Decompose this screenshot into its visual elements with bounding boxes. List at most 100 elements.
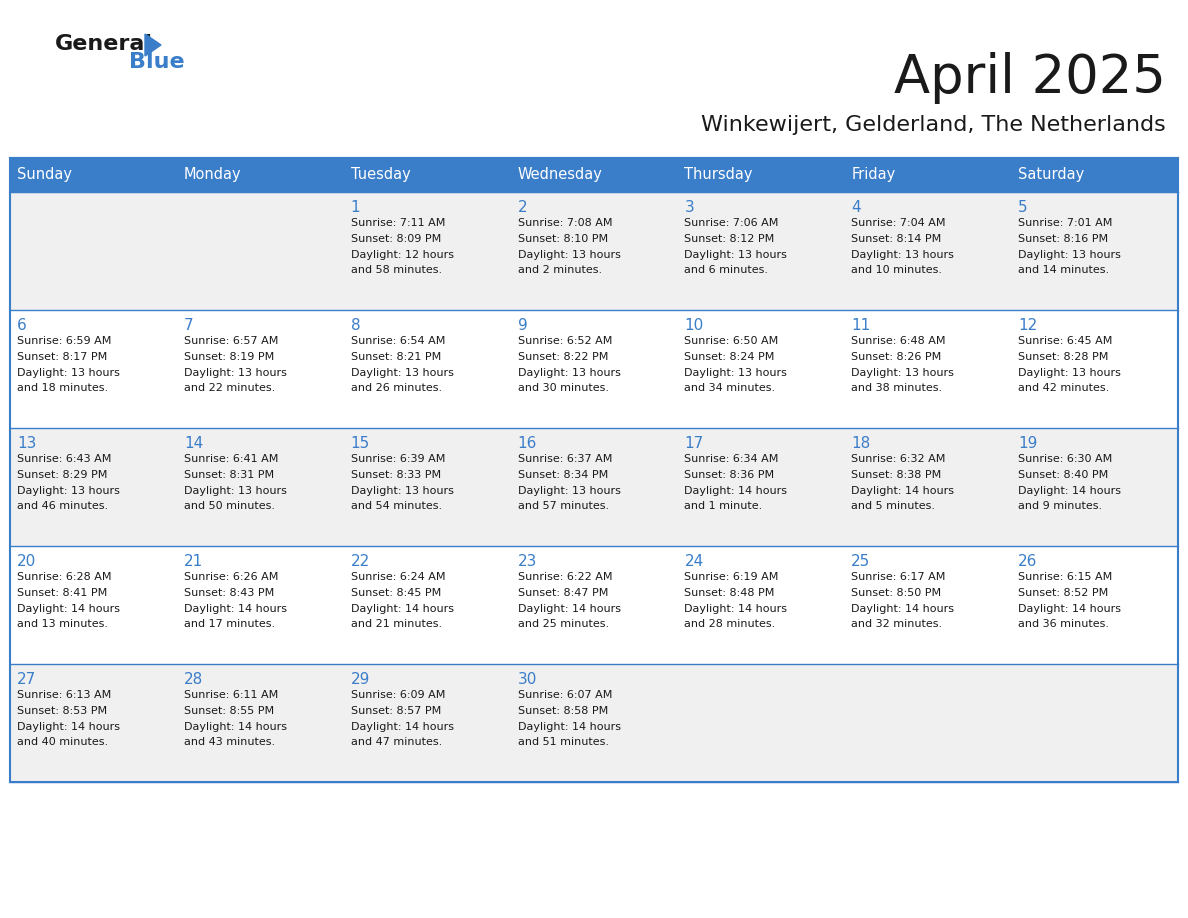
Text: Sunrise: 6:59 AM: Sunrise: 6:59 AM [17, 336, 112, 346]
Text: 30: 30 [518, 672, 537, 687]
Bar [511, 546, 677, 664]
Text: Daylight: 14 hours: Daylight: 14 hours [184, 604, 286, 614]
Text: and 22 minutes.: and 22 minutes. [184, 383, 276, 393]
Bar [845, 428, 1011, 546]
Text: Daylight: 13 hours: Daylight: 13 hours [518, 368, 620, 378]
Text: Sunrise: 6:39 AM: Sunrise: 6:39 AM [350, 454, 446, 464]
Text: 5: 5 [1018, 200, 1028, 215]
Text: Friday: Friday [852, 167, 896, 183]
Text: and 14 minutes.: and 14 minutes. [1018, 265, 1110, 275]
Text: Daylight: 13 hours: Daylight: 13 hours [17, 486, 120, 496]
Text: 18: 18 [852, 436, 871, 451]
Text: Sunrise: 6:13 AM: Sunrise: 6:13 AM [17, 690, 112, 700]
Text: Daylight: 14 hours: Daylight: 14 hours [518, 604, 620, 614]
Text: 21: 21 [184, 554, 203, 569]
Text: and 18 minutes.: and 18 minutes. [17, 383, 108, 393]
Bar [677, 310, 845, 428]
Text: 29: 29 [350, 672, 371, 687]
Text: Daylight: 14 hours: Daylight: 14 hours [1018, 604, 1121, 614]
Text: 9: 9 [518, 318, 527, 333]
Bar [1011, 546, 1178, 664]
Text: Sunset: 8:19 PM: Sunset: 8:19 PM [184, 352, 274, 362]
Text: Daylight: 13 hours: Daylight: 13 hours [684, 250, 788, 260]
Text: 27: 27 [17, 672, 37, 687]
Bar [677, 546, 845, 664]
Text: April 2025: April 2025 [895, 52, 1165, 104]
Text: Monday: Monday [184, 167, 241, 183]
Bar [10, 664, 177, 782]
Text: Sunset: 8:40 PM: Sunset: 8:40 PM [1018, 470, 1108, 480]
Text: Daylight: 14 hours: Daylight: 14 hours [852, 486, 954, 496]
Text: 19: 19 [1018, 436, 1037, 451]
Text: Sunset: 8:38 PM: Sunset: 8:38 PM [852, 470, 942, 480]
Bar [177, 192, 343, 310]
Text: Sunset: 8:14 PM: Sunset: 8:14 PM [852, 234, 942, 244]
Text: and 57 minutes.: and 57 minutes. [518, 501, 608, 511]
Text: Daylight: 14 hours: Daylight: 14 hours [518, 722, 620, 732]
Text: Daylight: 14 hours: Daylight: 14 hours [684, 486, 788, 496]
Bar [511, 428, 677, 546]
Text: Sunrise: 6:32 AM: Sunrise: 6:32 AM [852, 454, 946, 464]
Text: 22: 22 [350, 554, 369, 569]
Text: Daylight: 13 hours: Daylight: 13 hours [518, 250, 620, 260]
Text: and 13 minutes.: and 13 minutes. [17, 619, 108, 629]
Text: Daylight: 13 hours: Daylight: 13 hours [1018, 250, 1121, 260]
Text: Sunset: 8:47 PM: Sunset: 8:47 PM [518, 588, 608, 598]
Text: and 42 minutes.: and 42 minutes. [1018, 383, 1110, 393]
Text: and 40 minutes.: and 40 minutes. [17, 737, 108, 747]
Text: Sunrise: 6:09 AM: Sunrise: 6:09 AM [350, 690, 446, 700]
Text: Sunrise: 6:30 AM: Sunrise: 6:30 AM [1018, 454, 1112, 464]
Text: Sunset: 8:41 PM: Sunset: 8:41 PM [17, 588, 107, 598]
Text: Sunrise: 7:06 AM: Sunrise: 7:06 AM [684, 218, 779, 228]
Text: Sunrise: 6:22 AM: Sunrise: 6:22 AM [518, 572, 612, 582]
Text: Sunrise: 7:01 AM: Sunrise: 7:01 AM [1018, 218, 1112, 228]
Text: Sunrise: 7:11 AM: Sunrise: 7:11 AM [350, 218, 446, 228]
Text: General: General [55, 34, 153, 54]
Text: Sunrise: 6:48 AM: Sunrise: 6:48 AM [852, 336, 946, 346]
Text: 20: 20 [17, 554, 37, 569]
Text: 16: 16 [518, 436, 537, 451]
Text: Sunrise: 6:41 AM: Sunrise: 6:41 AM [184, 454, 278, 464]
Text: and 36 minutes.: and 36 minutes. [1018, 619, 1110, 629]
Bar [177, 546, 343, 664]
Text: Sunrise: 7:08 AM: Sunrise: 7:08 AM [518, 218, 612, 228]
Text: Sunrise: 6:17 AM: Sunrise: 6:17 AM [852, 572, 946, 582]
Text: Daylight: 13 hours: Daylight: 13 hours [350, 486, 454, 496]
Bar [1011, 664, 1178, 782]
Text: Daylight: 14 hours: Daylight: 14 hours [17, 604, 120, 614]
Text: and 32 minutes.: and 32 minutes. [852, 619, 942, 629]
Text: and 6 minutes.: and 6 minutes. [684, 265, 769, 275]
Text: and 17 minutes.: and 17 minutes. [184, 619, 274, 629]
Text: Daylight: 14 hours: Daylight: 14 hours [350, 604, 454, 614]
Bar [343, 310, 511, 428]
Bar [845, 310, 1011, 428]
Bar [845, 664, 1011, 782]
Text: Daylight: 12 hours: Daylight: 12 hours [350, 250, 454, 260]
Text: 14: 14 [184, 436, 203, 451]
Text: Sunset: 8:26 PM: Sunset: 8:26 PM [852, 352, 942, 362]
Text: Daylight: 13 hours: Daylight: 13 hours [184, 368, 286, 378]
Text: Sunset: 8:21 PM: Sunset: 8:21 PM [350, 352, 441, 362]
Bar [343, 664, 511, 782]
Text: and 38 minutes.: and 38 minutes. [852, 383, 942, 393]
Text: 28: 28 [184, 672, 203, 687]
Text: 2: 2 [518, 200, 527, 215]
Bar [10, 428, 177, 546]
Bar [177, 428, 343, 546]
Text: Sunset: 8:24 PM: Sunset: 8:24 PM [684, 352, 775, 362]
Bar [511, 158, 677, 192]
Text: Winkewijert, Gelderland, The Netherlands: Winkewijert, Gelderland, The Netherlands [701, 115, 1165, 135]
Text: and 51 minutes.: and 51 minutes. [518, 737, 608, 747]
Text: and 5 minutes.: and 5 minutes. [852, 501, 935, 511]
Text: Sunrise: 6:19 AM: Sunrise: 6:19 AM [684, 572, 779, 582]
Text: 13: 13 [17, 436, 37, 451]
Bar [677, 664, 845, 782]
Text: Sunset: 8:31 PM: Sunset: 8:31 PM [184, 470, 274, 480]
Text: Thursday: Thursday [684, 167, 753, 183]
Text: 10: 10 [684, 318, 703, 333]
Text: Sunset: 8:22 PM: Sunset: 8:22 PM [518, 352, 608, 362]
Bar [343, 546, 511, 664]
Text: 4: 4 [852, 200, 861, 215]
Bar [10, 158, 1178, 782]
Text: Sunset: 8:16 PM: Sunset: 8:16 PM [1018, 234, 1108, 244]
